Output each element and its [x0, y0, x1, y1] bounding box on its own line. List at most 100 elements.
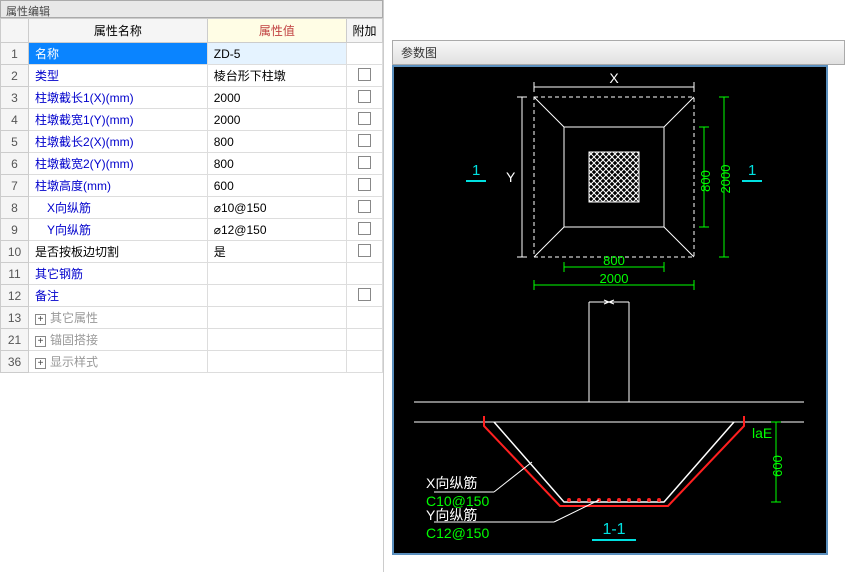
table-row[interactable]: 36+显示样式 [1, 351, 383, 373]
property-name: 柱墩截宽2(Y)(mm) [28, 153, 207, 175]
property-value[interactable]: 600 [207, 175, 346, 197]
property-value[interactable] [207, 307, 346, 329]
property-name: 类型 [28, 65, 207, 87]
expand-icon[interactable]: + [35, 336, 46, 347]
table-row[interactable]: 5柱墩截长2(X)(mm)800 [1, 131, 383, 153]
row-index: 7 [1, 175, 29, 197]
table-row[interactable]: 1名称ZD-5 [1, 43, 383, 65]
extra-checkbox[interactable] [358, 68, 371, 81]
yrebar-spec: C12@150 [426, 525, 489, 541]
property-value[interactable]: 800 [207, 131, 346, 153]
extra-checkbox[interactable] [358, 288, 371, 301]
property-value[interactable]: 800 [207, 153, 346, 175]
col-header-name: 属性名称 [28, 19, 207, 43]
row-index: 8 [1, 197, 29, 219]
property-value[interactable] [207, 329, 346, 351]
row-index: 36 [1, 351, 29, 373]
table-row[interactable]: 2类型棱台形下柱墩 [1, 65, 383, 87]
extra-checkbox[interactable] [358, 244, 371, 257]
property-name: 柱墩截宽1(Y)(mm) [28, 109, 207, 131]
property-table: 属性名称 属性值 附加 1名称ZD-52类型棱台形下柱墩3柱墩截长1(X)(mm… [0, 18, 383, 373]
property-value[interactable]: ⌀12@150 [207, 219, 346, 241]
table-row[interactable]: 6柱墩截宽2(Y)(mm)800 [1, 153, 383, 175]
property-value[interactable]: 棱台形下柱墩 [207, 65, 346, 87]
extra-checkbox[interactable] [358, 178, 371, 191]
row-index: 9 [1, 219, 29, 241]
table-row[interactable]: 8X向纵筋⌀10@150 [1, 197, 383, 219]
property-value[interactable]: 2000 [207, 109, 346, 131]
row-index: 11 [1, 263, 29, 285]
table-row[interactable]: 21+锚固搭接 [1, 329, 383, 351]
panel-title: 属性编辑 [0, 0, 383, 18]
table-row[interactable]: 11其它钢筋 [1, 263, 383, 285]
label-Y: Y [506, 169, 516, 185]
yrebar-label: Y向纵筋 [426, 507, 477, 523]
extra-cell [347, 65, 383, 87]
table-row[interactable]: 7柱墩高度(mm)600 [1, 175, 383, 197]
property-panel: 属性编辑 属性名称 属性值 附加 1名称ZD-52类型棱台形下柱墩3柱墩截长1(… [0, 0, 384, 572]
property-value[interactable] [207, 351, 346, 373]
property-name: 柱墩截长2(X)(mm) [28, 131, 207, 153]
row-index: 12 [1, 285, 29, 307]
parameter-diagram: X [392, 65, 828, 555]
extra-cell [347, 153, 383, 175]
extra-cell [347, 241, 383, 263]
row-index: 4 [1, 109, 29, 131]
property-name: 柱墩截长1(X)(mm) [28, 87, 207, 109]
property-value[interactable]: ZD-5 [207, 43, 346, 65]
col-header-extra: 附加 [347, 19, 383, 43]
dim-800-h: 800 [603, 253, 625, 268]
property-name: 其它钢筋 [28, 263, 207, 285]
dim-2000-h: 2000 [600, 271, 629, 286]
row-index: 2 [1, 65, 29, 87]
extra-cell [347, 263, 383, 285]
label-X: X [609, 70, 619, 86]
row-index: 1 [1, 43, 29, 65]
section-label: 1-1 [602, 521, 625, 538]
expand-icon[interactable]: + [35, 314, 46, 325]
property-name: +显示样式 [28, 351, 207, 373]
table-row[interactable]: 13+其它属性 [1, 307, 383, 329]
row-index: 10 [1, 241, 29, 263]
dim-800-v: 800 [698, 170, 713, 192]
table-row[interactable]: 12备注 [1, 285, 383, 307]
label-laE: laE [752, 425, 772, 441]
property-value[interactable] [207, 285, 346, 307]
table-row[interactable]: 4柱墩截宽1(Y)(mm)2000 [1, 109, 383, 131]
table-row[interactable]: 3柱墩截长1(X)(mm)2000 [1, 87, 383, 109]
extra-cell [347, 307, 383, 329]
property-value[interactable] [207, 263, 346, 285]
row-index: 21 [1, 329, 29, 351]
col-header-value: 属性值 [207, 19, 346, 43]
extra-checkbox[interactable] [358, 134, 371, 147]
extra-cell [347, 351, 383, 373]
extra-checkbox[interactable] [358, 222, 371, 235]
property-name: Y向纵筋 [28, 219, 207, 241]
extra-cell [347, 43, 383, 65]
diagram-title: 参数图 [392, 40, 845, 65]
property-name: 名称 [28, 43, 207, 65]
extra-checkbox[interactable] [358, 200, 371, 213]
extra-checkbox[interactable] [358, 90, 371, 103]
extra-cell [347, 329, 383, 351]
table-row[interactable]: 9Y向纵筋⌀12@150 [1, 219, 383, 241]
expand-icon[interactable]: + [35, 358, 46, 369]
xrebar-label: X向纵筋 [426, 475, 477, 491]
property-value[interactable]: ⌀10@150 [207, 197, 346, 219]
table-row[interactable]: 10是否按板边切割是 [1, 241, 383, 263]
row-index: 5 [1, 131, 29, 153]
property-name: X向纵筋 [28, 197, 207, 219]
extra-cell [347, 197, 383, 219]
extra-checkbox[interactable] [358, 156, 371, 169]
section-mark-left: 1 [472, 162, 480, 179]
property-name: +其它属性 [28, 307, 207, 329]
extra-checkbox[interactable] [358, 112, 371, 125]
extra-cell [347, 285, 383, 307]
property-value[interactable]: 是 [207, 241, 346, 263]
property-value[interactable]: 2000 [207, 87, 346, 109]
extra-cell [347, 175, 383, 197]
row-index: 3 [1, 87, 29, 109]
diagram-panel: 参数图 X [384, 0, 845, 572]
property-name: 是否按板边切割 [28, 241, 207, 263]
section-mark-right: 1 [748, 162, 756, 179]
